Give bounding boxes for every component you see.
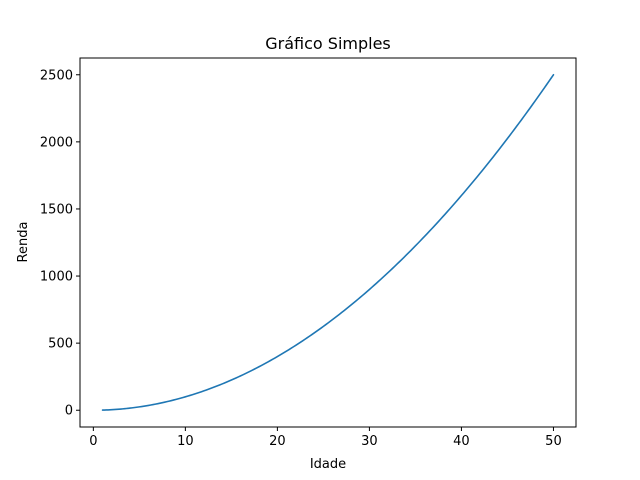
y-tick-label: 2000	[40, 135, 73, 150]
y-axis: 0 500 1000 1500 2000 2500	[40, 68, 80, 419]
x-tick-label: 0	[89, 434, 97, 449]
x-tick-label: 10	[177, 434, 194, 449]
y-tick-label: 1500	[40, 202, 73, 217]
x-tick-label: 40	[453, 434, 470, 449]
x-tick-label: 50	[545, 434, 562, 449]
y-tick-label: 500	[48, 337, 73, 352]
x-tick-label: 30	[361, 434, 378, 449]
y-tick-label: 2500	[40, 68, 73, 83]
x-axis-label: Idade	[310, 457, 346, 472]
chart-title: Gráfico Simples	[265, 34, 391, 53]
axes-frame	[79, 57, 577, 428]
x-tick-label: 20	[269, 434, 286, 449]
series-layer	[101, 73, 555, 411]
y-axis-label: Renda	[16, 222, 31, 263]
y-tick-label: 0	[65, 404, 73, 419]
plot-area	[79, 57, 577, 428]
x-axis: 0 10 20 30 40 50	[89, 427, 562, 449]
y-tick-label: 1000	[40, 270, 73, 285]
series-line	[101, 73, 555, 411]
